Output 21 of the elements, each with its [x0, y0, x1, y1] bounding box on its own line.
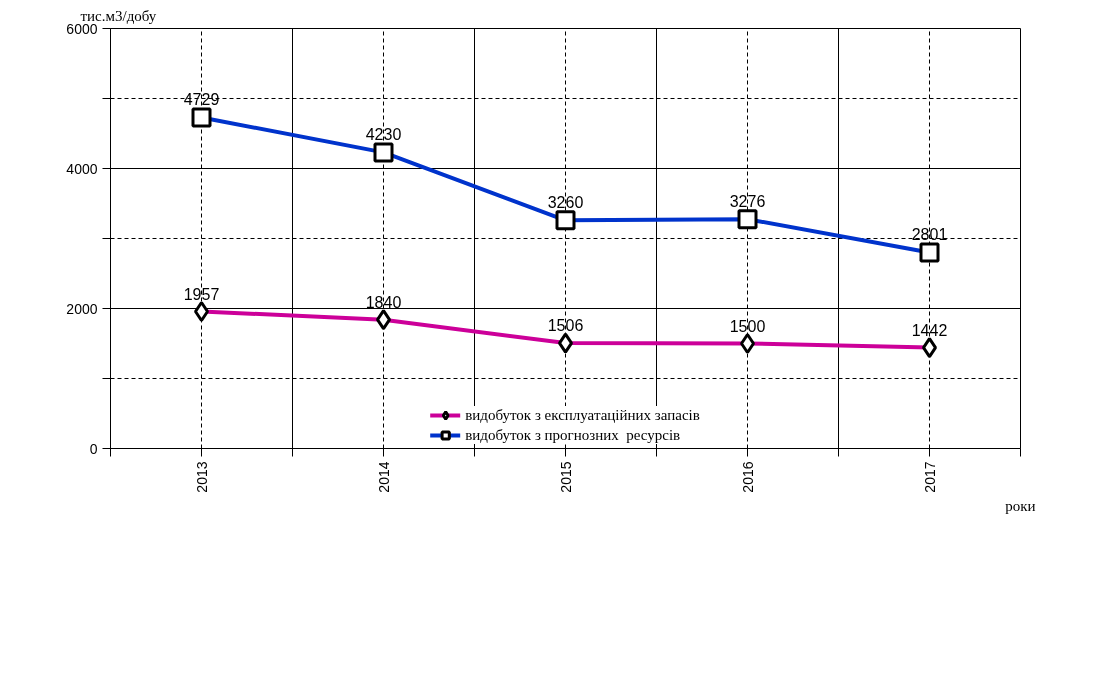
data-label: 4729	[183, 91, 220, 109]
data-label: 2801	[911, 226, 948, 244]
data-label: 1840	[365, 293, 402, 311]
x-tick-label: 2013	[193, 461, 210, 493]
x-tick-label: 2017	[921, 461, 938, 493]
x-tick-label: 2015	[557, 461, 574, 493]
x-tick-label: 2016	[739, 461, 756, 493]
x-tick-label: 2014	[375, 461, 392, 493]
data-label: 3260	[547, 194, 584, 212]
x-axis-title: роки	[1005, 497, 1036, 514]
legend-label: видобуток з експлуатаційних запасів	[465, 406, 700, 424]
y-tick-label: 2000	[66, 300, 98, 317]
data-label: 1506	[547, 317, 584, 335]
y-tick-label: 4000	[66, 160, 98, 177]
data-label: 4230	[365, 126, 402, 144]
data-label: 3276	[729, 193, 766, 211]
data-label: 1500	[729, 317, 766, 335]
y-tick-label: 0	[89, 440, 98, 457]
legend-label: видобуток з прогнозних ресурсів	[465, 426, 681, 444]
data-label: 1957	[183, 285, 220, 303]
data-label: 1442	[911, 321, 948, 339]
